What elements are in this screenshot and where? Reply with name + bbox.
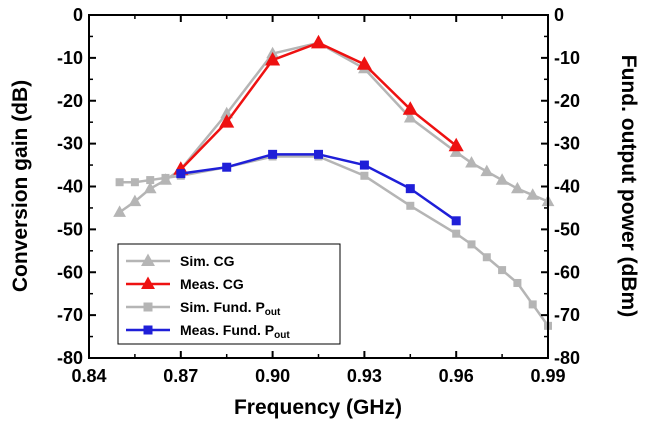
y-right-tick-label-0: 0 <box>554 5 564 25</box>
meas-cg-point-4 <box>356 56 372 70</box>
legend-label-text-meas-cg: Meas. CG <box>180 276 244 292</box>
x-tick-label-3: 0.93 <box>347 366 382 386</box>
x-tick-label-1: 0.87 <box>163 366 198 386</box>
meas-cg-point-2 <box>265 51 281 66</box>
x-tick-label-0: 0.84 <box>71 366 106 386</box>
legend-label-text-sim-fund-p-out: Sim. Fund. P <box>180 299 265 315</box>
sim-fund-p-out-point-12 <box>482 253 491 262</box>
legend-label-sim-cg: Sim. CG <box>180 253 235 269</box>
sim-cg-point-14 <box>511 181 524 194</box>
sim-fund-p-out-point-11 <box>467 240 476 249</box>
x-tick-label-2: 0.90 <box>255 366 290 386</box>
y-right-tick-label-6: -60 <box>554 262 580 282</box>
sim-cg-point-13 <box>495 173 509 185</box>
y-left-tick-label-7: -70 <box>57 305 83 325</box>
x-tick-label-4: 0.96 <box>439 366 474 386</box>
meas-cg-point-3 <box>310 34 327 49</box>
legend-marker-sim-cg <box>141 253 155 267</box>
sim-cg-point-2 <box>143 181 157 194</box>
meas-fund-p-out-point-6 <box>451 216 461 226</box>
sim-fund-p-out-point-14 <box>513 278 522 287</box>
meas-fund-p-out-point-4 <box>359 160 369 170</box>
legend-label-sub-meas-fund-p-out: out <box>274 330 290 341</box>
meas-fund-p-out-line <box>180 153 457 222</box>
sim-fund-p-out-point-1 <box>130 178 139 187</box>
y-left-tick-label-6: -60 <box>57 262 83 282</box>
sim-fund-p-out-point-9 <box>406 201 415 210</box>
sim-cg-point-1 <box>128 194 142 207</box>
legend-label-sub-sim-fund-p-out: out <box>265 307 281 318</box>
meas-fund-p-out-point-0 <box>176 169 186 179</box>
sim-fund-p-out-point-10 <box>452 229 461 238</box>
y-axis-left-title: Conversion gain (dB) <box>9 80 32 292</box>
sim-cg-point-12 <box>480 164 494 177</box>
legend-marker-sim-fund-p-out <box>143 302 153 312</box>
series-sim-cg <box>113 36 555 217</box>
sim-fund-p-out-point-13 <box>498 266 507 275</box>
meas-fund-p-out-point-1 <box>222 162 232 172</box>
y-right-tick-label-3: -30 <box>554 134 580 154</box>
legend-label-sim-fund-p-out: Sim. Fund. Pout <box>180 299 281 318</box>
sim-fund-p-out-point-0 <box>115 178 124 187</box>
meas-fund-p-out-point-2 <box>268 149 278 159</box>
meas-cg-point-5 <box>402 101 418 115</box>
series-meas-fund-p-out <box>176 149 461 226</box>
sim-fund-p-out-point-2 <box>146 176 155 185</box>
sim-fund-p-out-point-15 <box>528 300 537 309</box>
y-left-tick-label-4: -40 <box>57 177 83 197</box>
meas-fund-p-out-point-3 <box>314 149 323 159</box>
sim-cg-point-11 <box>465 156 478 168</box>
y-left-tick-label-3: -30 <box>57 134 83 154</box>
legend-label-text-meas-fund-p-out: Meas. Fund. P <box>180 322 274 338</box>
y-left-tick-label-2: -20 <box>57 91 83 111</box>
legend-marker-meas-fund-p-out <box>143 325 153 335</box>
sim-cg-line <box>118 41 549 214</box>
meas-fund-p-out-point-5 <box>405 184 415 194</box>
y-axis-right-title: Fund. output power (dBm) <box>617 55 640 317</box>
sim-cg-point-5 <box>220 106 234 119</box>
legend-label-meas-cg: Meas. CG <box>180 276 244 292</box>
sim-cg-point-9 <box>403 111 417 123</box>
legend-label-meas-fund-p-out: Meas. Fund. Pout <box>180 322 290 341</box>
x-tick-label-5: 0.99 <box>530 366 565 386</box>
sim-cg-point-15 <box>526 188 540 200</box>
sim-fund-p-out-point-8 <box>360 171 369 180</box>
x-axis-title: Frequency (GHz) <box>234 396 402 419</box>
legend-label-text-sim-cg: Sim. CG <box>180 253 235 269</box>
meas-cg-point-6 <box>448 137 464 152</box>
meas-cg-point-1 <box>219 114 235 128</box>
sim-fund-p-out-point-3 <box>161 173 170 182</box>
y-right-tick-label-7: -70 <box>554 305 580 325</box>
sim-cg-point-0 <box>113 205 126 217</box>
y-right-tick-label-4: -40 <box>554 177 580 197</box>
y-right-tick-label-5: -50 <box>554 219 580 239</box>
y-right-tick-label-1: -10 <box>554 48 580 68</box>
legend-marker-meas-cg <box>141 276 155 290</box>
y-left-tick-label-1: -10 <box>57 48 83 68</box>
y-right-tick-label-2: -20 <box>554 91 580 111</box>
y-left-tick-label-5: -50 <box>57 219 83 239</box>
y-right-tick-label-8: -80 <box>554 348 580 368</box>
y-left-tick-label-0: 0 <box>73 5 83 25</box>
y-left-tick-label-8: -80 <box>57 348 83 368</box>
